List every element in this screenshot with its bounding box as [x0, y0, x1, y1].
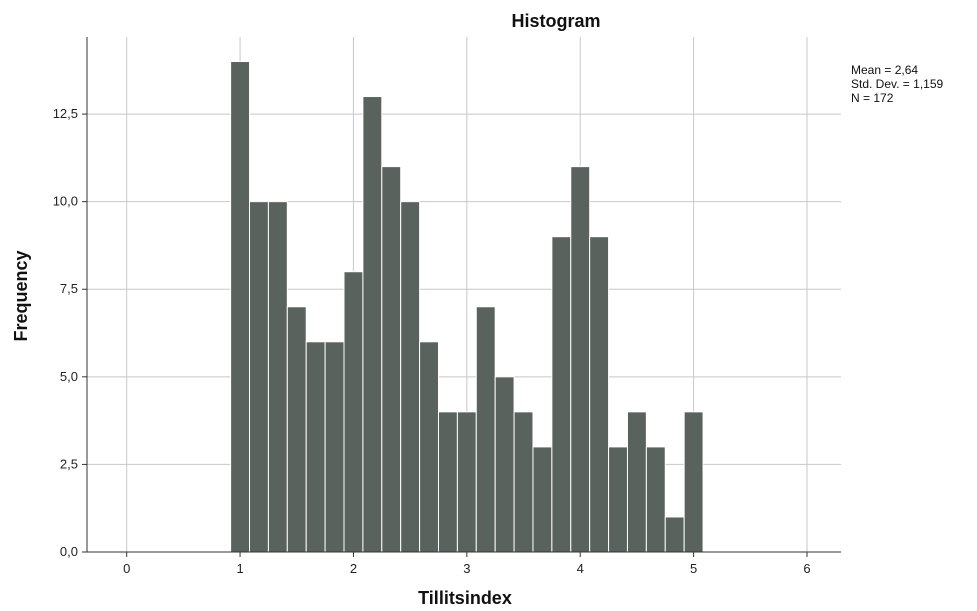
- y-axis-title: Frequency: [11, 250, 31, 341]
- histogram-bar: [400, 201, 421, 553]
- histogram-bar: [683, 411, 704, 553]
- histogram-bar: [381, 166, 402, 553]
- histogram-bar: [343, 271, 364, 553]
- y-tick-label: 0,0: [60, 544, 78, 559]
- histogram-bar: [551, 236, 572, 553]
- x-axis-title: Tillitsindex: [418, 588, 512, 608]
- y-tick-label: 10,0: [53, 194, 78, 209]
- histogram-bar: [362, 96, 383, 553]
- histogram-bar: [305, 341, 326, 553]
- axes: [82, 37, 841, 557]
- histogram-bar: [570, 166, 591, 553]
- histogram-bar: [419, 341, 439, 553]
- histogram-bar: [267, 201, 288, 553]
- histogram-bar: [494, 376, 515, 553]
- y-tick-label: 7,5: [60, 281, 78, 296]
- y-tick-label: 2,5: [60, 456, 78, 471]
- histogram-bar: [286, 306, 307, 553]
- histogram-bar: [324, 341, 345, 553]
- histogram-bar: [513, 411, 534, 553]
- histogram-bar: [456, 411, 477, 553]
- stat-mean: Mean = 2,64: [851, 63, 918, 77]
- histogram-bars: [230, 61, 704, 553]
- x-tick-label: 6: [803, 561, 810, 576]
- tick-labels: 0,0 2,5 5,0 7,5 10,0 12,5 0 1 2 3 4 5 6: [53, 106, 811, 576]
- x-tick-label: 1: [236, 561, 243, 576]
- x-tick-label: 3: [463, 561, 470, 576]
- histogram-bar: [589, 236, 610, 553]
- histogram-bar: [608, 446, 628, 553]
- stat-n: N = 172: [851, 91, 894, 105]
- stat-std-dev: Std. Dev. = 1,159: [851, 77, 943, 91]
- y-tick-label: 5,0: [60, 369, 78, 384]
- histogram-bar: [437, 411, 458, 553]
- histogram-bar: [645, 446, 666, 553]
- x-tick-label: 4: [577, 561, 584, 576]
- histogram-bar: [664, 516, 685, 553]
- chart-title: Histogram: [511, 11, 600, 31]
- x-tick-label: 5: [690, 561, 697, 576]
- x-tick-label: 2: [350, 561, 357, 576]
- histogram-bar: [532, 446, 553, 553]
- x-tick-label: 0: [123, 561, 130, 576]
- histogram-bar: [626, 411, 647, 553]
- histogram-bar: [249, 201, 269, 553]
- y-tick-label: 12,5: [53, 106, 78, 121]
- summary-statistics: Mean = 2,64 Std. Dev. = 1,159 N = 172: [851, 63, 943, 105]
- histogram-bar: [475, 306, 496, 553]
- histogram-bar: [230, 61, 251, 553]
